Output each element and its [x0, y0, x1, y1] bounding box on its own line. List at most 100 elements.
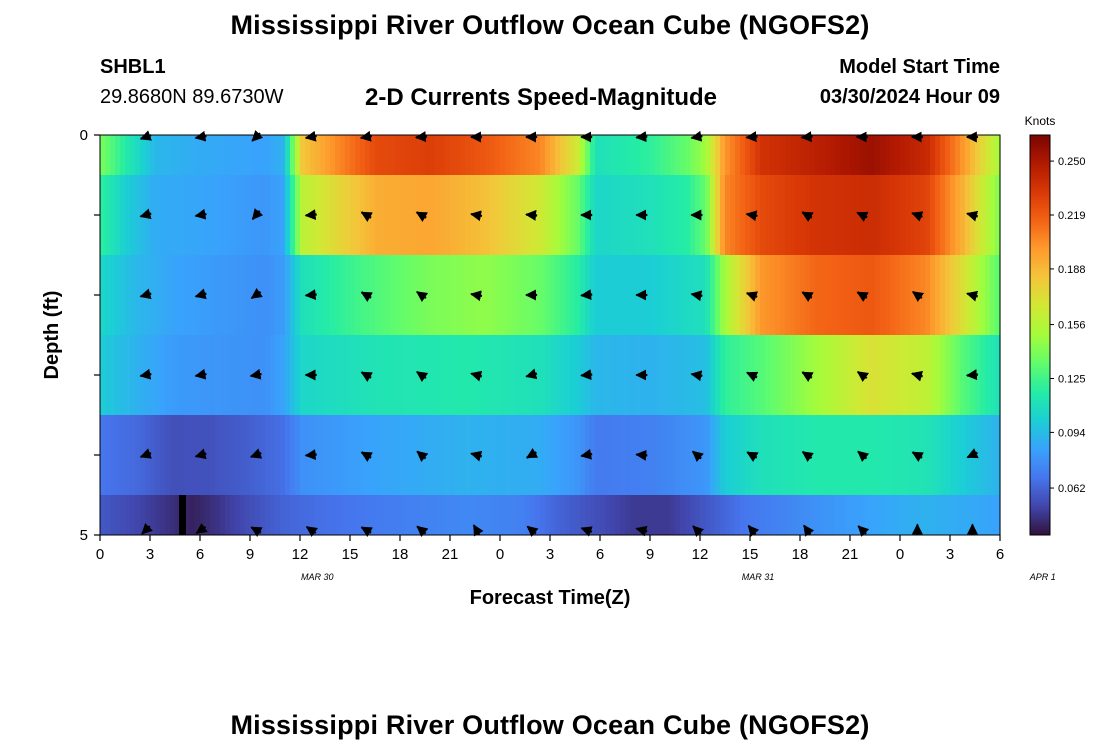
heatmap-cell: [945, 495, 951, 536]
heatmap-cell: [515, 255, 521, 336]
heatmap-cell: [920, 495, 926, 536]
heatmap-cell: [595, 415, 601, 496]
heatmap-cell: [480, 415, 486, 496]
heatmap-cell: [785, 335, 791, 416]
heatmap-cell: [955, 175, 961, 256]
heatmap-cell: [385, 135, 391, 176]
current-arrow: [911, 451, 924, 462]
x-tick-label: 6: [196, 546, 204, 563]
heatmap-cell: [245, 255, 251, 336]
heatmap-cell: [620, 495, 626, 536]
heatmap-cell: [880, 335, 886, 416]
heatmap-cell: [645, 415, 651, 496]
heatmap-cell: [270, 495, 276, 536]
heatmap-cell: [980, 495, 986, 536]
heatmap-cell: [250, 135, 256, 176]
heatmap-cell: [535, 495, 541, 536]
heatmap-cell: [520, 495, 526, 536]
heatmap-cell: [650, 335, 656, 416]
heatmap-cell: [435, 495, 441, 536]
heatmap-cell: [765, 255, 771, 336]
heatmap-cell: [795, 135, 801, 176]
heatmap-cell: [550, 175, 556, 256]
heatmap-cell: [535, 255, 541, 336]
heatmap-cell: [285, 175, 291, 256]
heatmap-cell: [360, 135, 366, 176]
heatmap-cell: [600, 255, 606, 336]
heatmap-cell: [755, 495, 761, 536]
x-tick-label: 6: [596, 546, 604, 563]
heatmap-cell: [855, 495, 861, 536]
heatmap-cell: [675, 335, 681, 416]
heatmap-cell: [235, 495, 241, 536]
current-arrow: [857, 450, 870, 463]
x-tick-label: 18: [392, 546, 409, 563]
heatmap-cell: [775, 495, 781, 536]
heatmap-cell: [325, 135, 331, 176]
heatmap-cell: [995, 335, 1001, 416]
x-tick-label: 15: [742, 546, 759, 563]
heatmap-cell: [815, 415, 821, 496]
current-arrow: [745, 210, 758, 222]
heatmap-cell: [900, 175, 906, 256]
current-arrow: [690, 290, 703, 302]
heatmap-cell: [185, 175, 191, 256]
heatmap-cell: [325, 495, 331, 536]
heatmap-cell: [685, 495, 691, 536]
heatmap-cell: [460, 335, 466, 416]
heatmap-cell: [885, 175, 891, 256]
heatmap-cell: [525, 135, 531, 176]
heatmap-cell: [375, 495, 381, 536]
heatmap-cell: [235, 135, 241, 176]
colorbar-tick-label: 0.094: [1058, 427, 1086, 439]
current-arrow: [304, 449, 317, 461]
heatmap-cell: [285, 415, 291, 496]
heatmap-cell: [755, 175, 761, 256]
heatmap-cell: [550, 495, 556, 536]
heatmap-cell: [700, 495, 706, 536]
heatmap-cell: [740, 255, 746, 336]
heatmap-cell: [385, 255, 391, 336]
heatmap-cell: [140, 135, 146, 176]
heatmap-cell: [620, 335, 626, 416]
heatmap-cell: [595, 175, 601, 256]
heatmap-cell: [800, 135, 806, 176]
heatmap-cell: [280, 135, 286, 176]
heatmap-cell: [850, 495, 856, 536]
heatmap-cell: [465, 175, 471, 256]
heatmap-cell: [545, 135, 551, 176]
heatmap-cell: [335, 135, 341, 176]
heatmap-cell: [430, 415, 436, 496]
heatmap-cell: [495, 135, 501, 176]
heatmap-cell: [920, 255, 926, 336]
heatmap-cell: [955, 415, 961, 496]
heatmap-cell: [535, 135, 541, 176]
current-arrow: [635, 525, 648, 537]
heatmap-cell: [485, 495, 491, 536]
heatmap-cell: [870, 255, 876, 336]
heatmap-cell: [830, 135, 836, 176]
heatmap-cell: [300, 255, 306, 336]
heatmap-cell: [875, 255, 881, 336]
heatmap-cell: [355, 255, 361, 336]
current-arrow: [194, 130, 207, 142]
current-arrow: [803, 524, 815, 537]
heatmap-cell: [990, 415, 996, 496]
heatmap-cell: [595, 335, 601, 416]
heatmap-cell: [905, 415, 911, 496]
heatmap-cell: [425, 415, 431, 496]
heatmap-cell: [430, 175, 436, 256]
heatmap-cell: [240, 335, 246, 416]
heatmap-cell: [715, 255, 721, 336]
heatmap-cell: [645, 495, 651, 536]
heatmap-cell: [415, 335, 421, 416]
current-arrow: [470, 450, 483, 462]
heatmap-cell: [420, 135, 426, 176]
heatmap-cell: [225, 175, 231, 256]
heatmap-cell: [780, 175, 786, 256]
heatmap-cell: [705, 415, 711, 496]
heatmap-cell: [505, 335, 511, 416]
heatmap-cell: [875, 495, 881, 536]
heatmap-cell: [450, 255, 456, 336]
heatmap-cell: [380, 415, 386, 496]
